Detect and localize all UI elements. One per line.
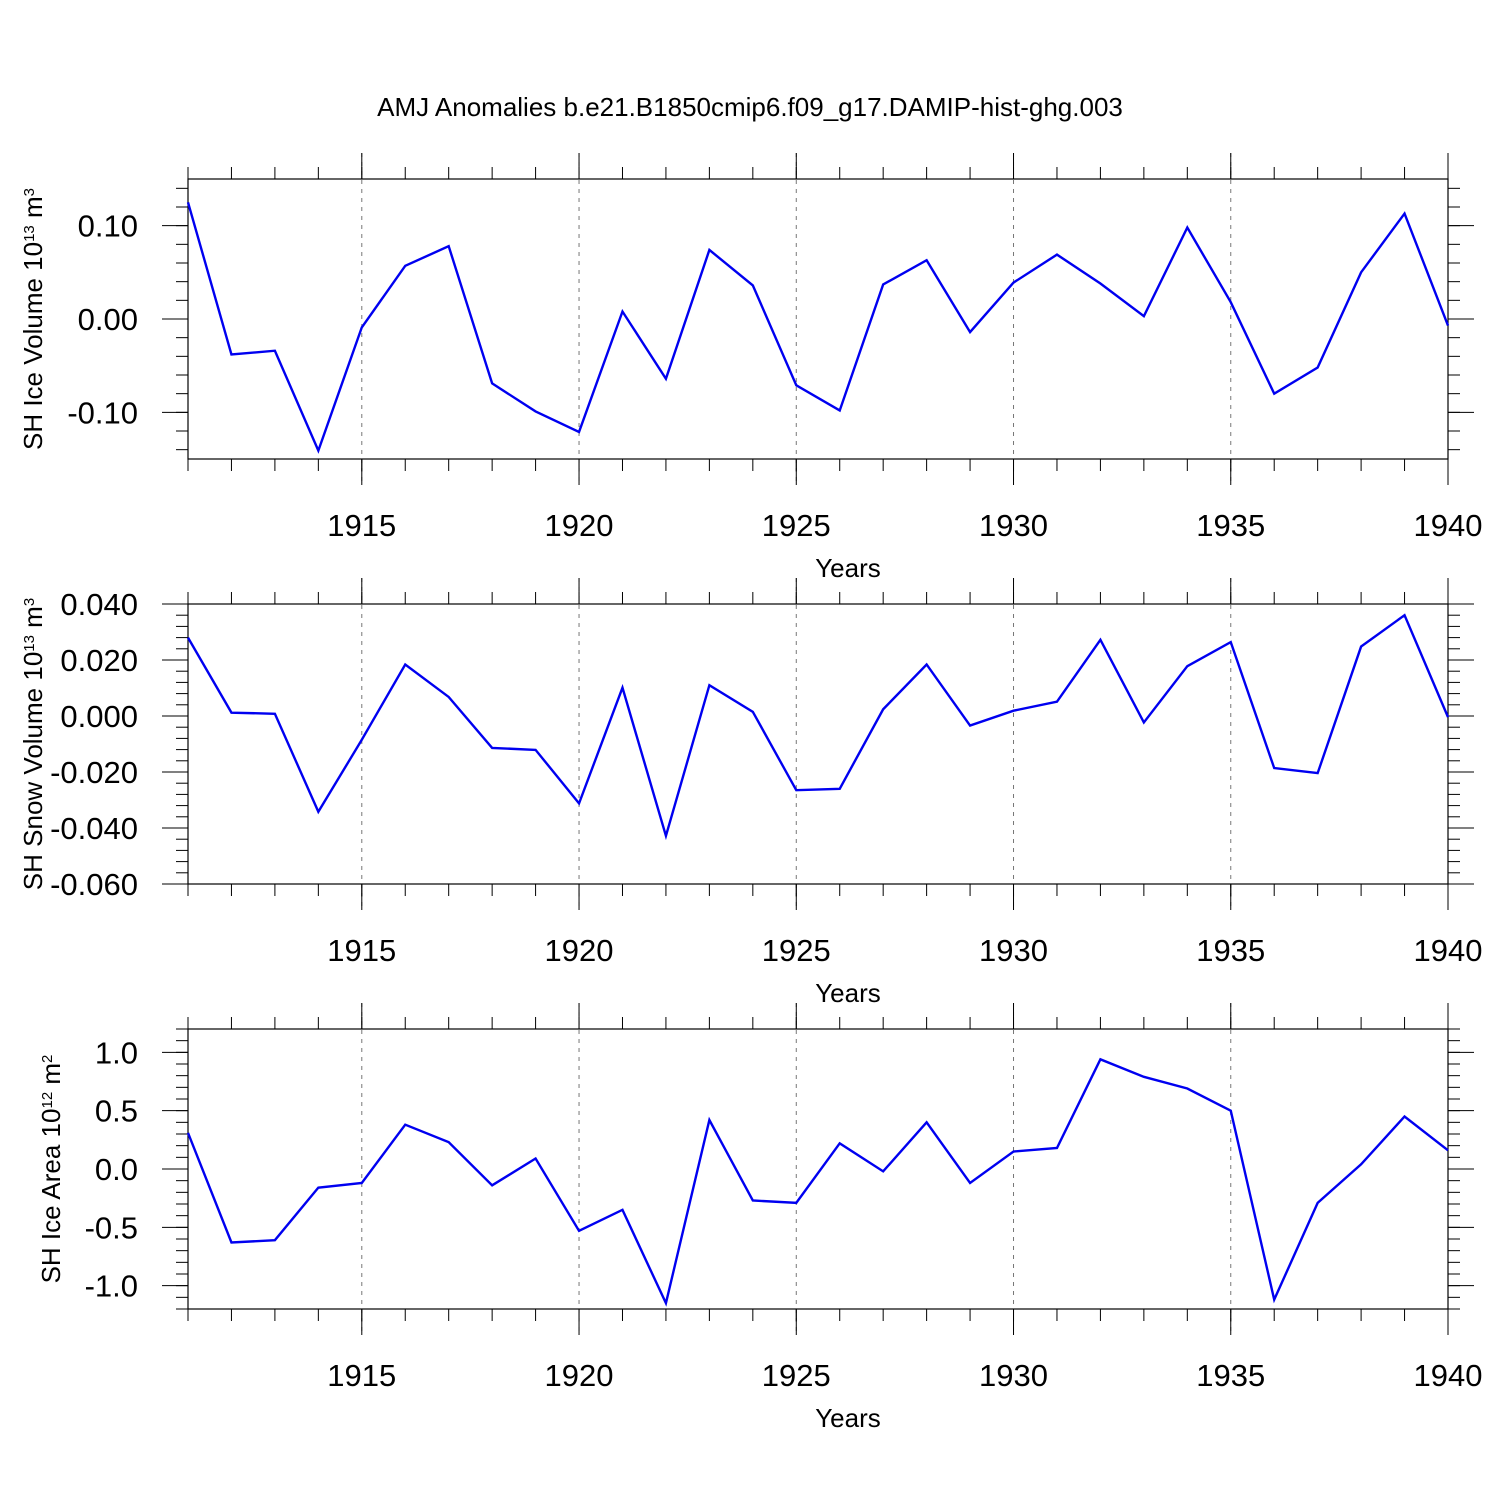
x-tick-label: 1925 — [762, 933, 831, 968]
chart-title: AMJ Anomalies b.e21.B1850cmip6.f09_g17.D… — [377, 92, 1123, 122]
y-tick-label: -0.040 — [50, 811, 138, 846]
x-tick-label: 1920 — [545, 933, 614, 968]
x-tick-label: 1915 — [327, 933, 396, 968]
panel-2: 1915 1920 1925 1930 1935 1940 0.040 0.020 0.000 -… — [18, 578, 1482, 1008]
x-tick-label: 1940 — [1414, 508, 1483, 543]
y-tick-label: 1.0 — [95, 1035, 138, 1070]
y-axis-title: SH Ice Area 1012 m2 — [36, 1055, 66, 1284]
x-tick-label: 1920 — [545, 1358, 614, 1393]
y-tick-label: -0.10 — [67, 395, 138, 430]
x-tick-label: 1930 — [979, 1358, 1048, 1393]
x-tick-label: 1940 — [1414, 1358, 1483, 1393]
x-tick-label: 1915 — [327, 508, 396, 543]
x-tick-label: 1925 — [762, 508, 831, 543]
panel-1: 1915 1920 1925 1930 1935 1940 0.10 0.00 -0.10 Yea… — [18, 153, 1482, 583]
y-tick-label: 0.10 — [78, 209, 138, 244]
y-tick-label: -1.0 — [85, 1269, 138, 1304]
x-tick-label: 1935 — [1196, 933, 1265, 968]
y-tick-label: -0.020 — [50, 755, 138, 790]
y-tick-label: 0.040 — [60, 587, 138, 622]
y-tick-label: 0.5 — [95, 1094, 138, 1129]
x-axis-title: Years — [815, 1403, 881, 1433]
x-tick-label: 1930 — [979, 508, 1048, 543]
plot-frame — [187, 1028, 1449, 1310]
y-tick-label: 0.020 — [60, 643, 138, 678]
x-tick-label: 1935 — [1196, 1358, 1265, 1393]
x-tick-label: 1915 — [327, 1358, 396, 1393]
y-axis-title: SH Ice Volume 1013 m3 — [18, 188, 48, 450]
x-axis-title: Years — [815, 553, 881, 583]
x-axis-title: Years — [815, 978, 881, 1008]
plot-frame — [187, 178, 1449, 460]
x-tick-label: 1935 — [1196, 508, 1265, 543]
y-tick-label: 0.00 — [78, 302, 138, 337]
y-tick-label: -0.5 — [85, 1210, 138, 1245]
series-line — [186, 202, 1450, 454]
x-tick-label: 1940 — [1414, 933, 1483, 968]
panel-3: 1915 1920 1925 1930 1935 1940 1.0 0.5 0.0 -0.5 -1.… — [36, 1003, 1482, 1433]
series-line — [186, 1057, 1449, 1307]
y-tick-label: -0.060 — [50, 867, 138, 902]
y-tick-label: 0.000 — [60, 699, 138, 734]
series-line — [186, 613, 1450, 841]
x-tick-label: 1920 — [545, 508, 614, 543]
x-tick-label: 1930 — [979, 933, 1048, 968]
y-tick-label: 0.0 — [95, 1152, 138, 1187]
x-tick-label: 1925 — [762, 1358, 831, 1393]
plot-frame — [187, 603, 1449, 885]
y-axis-title: SH Snow Volume 1013 m3 — [18, 598, 48, 890]
